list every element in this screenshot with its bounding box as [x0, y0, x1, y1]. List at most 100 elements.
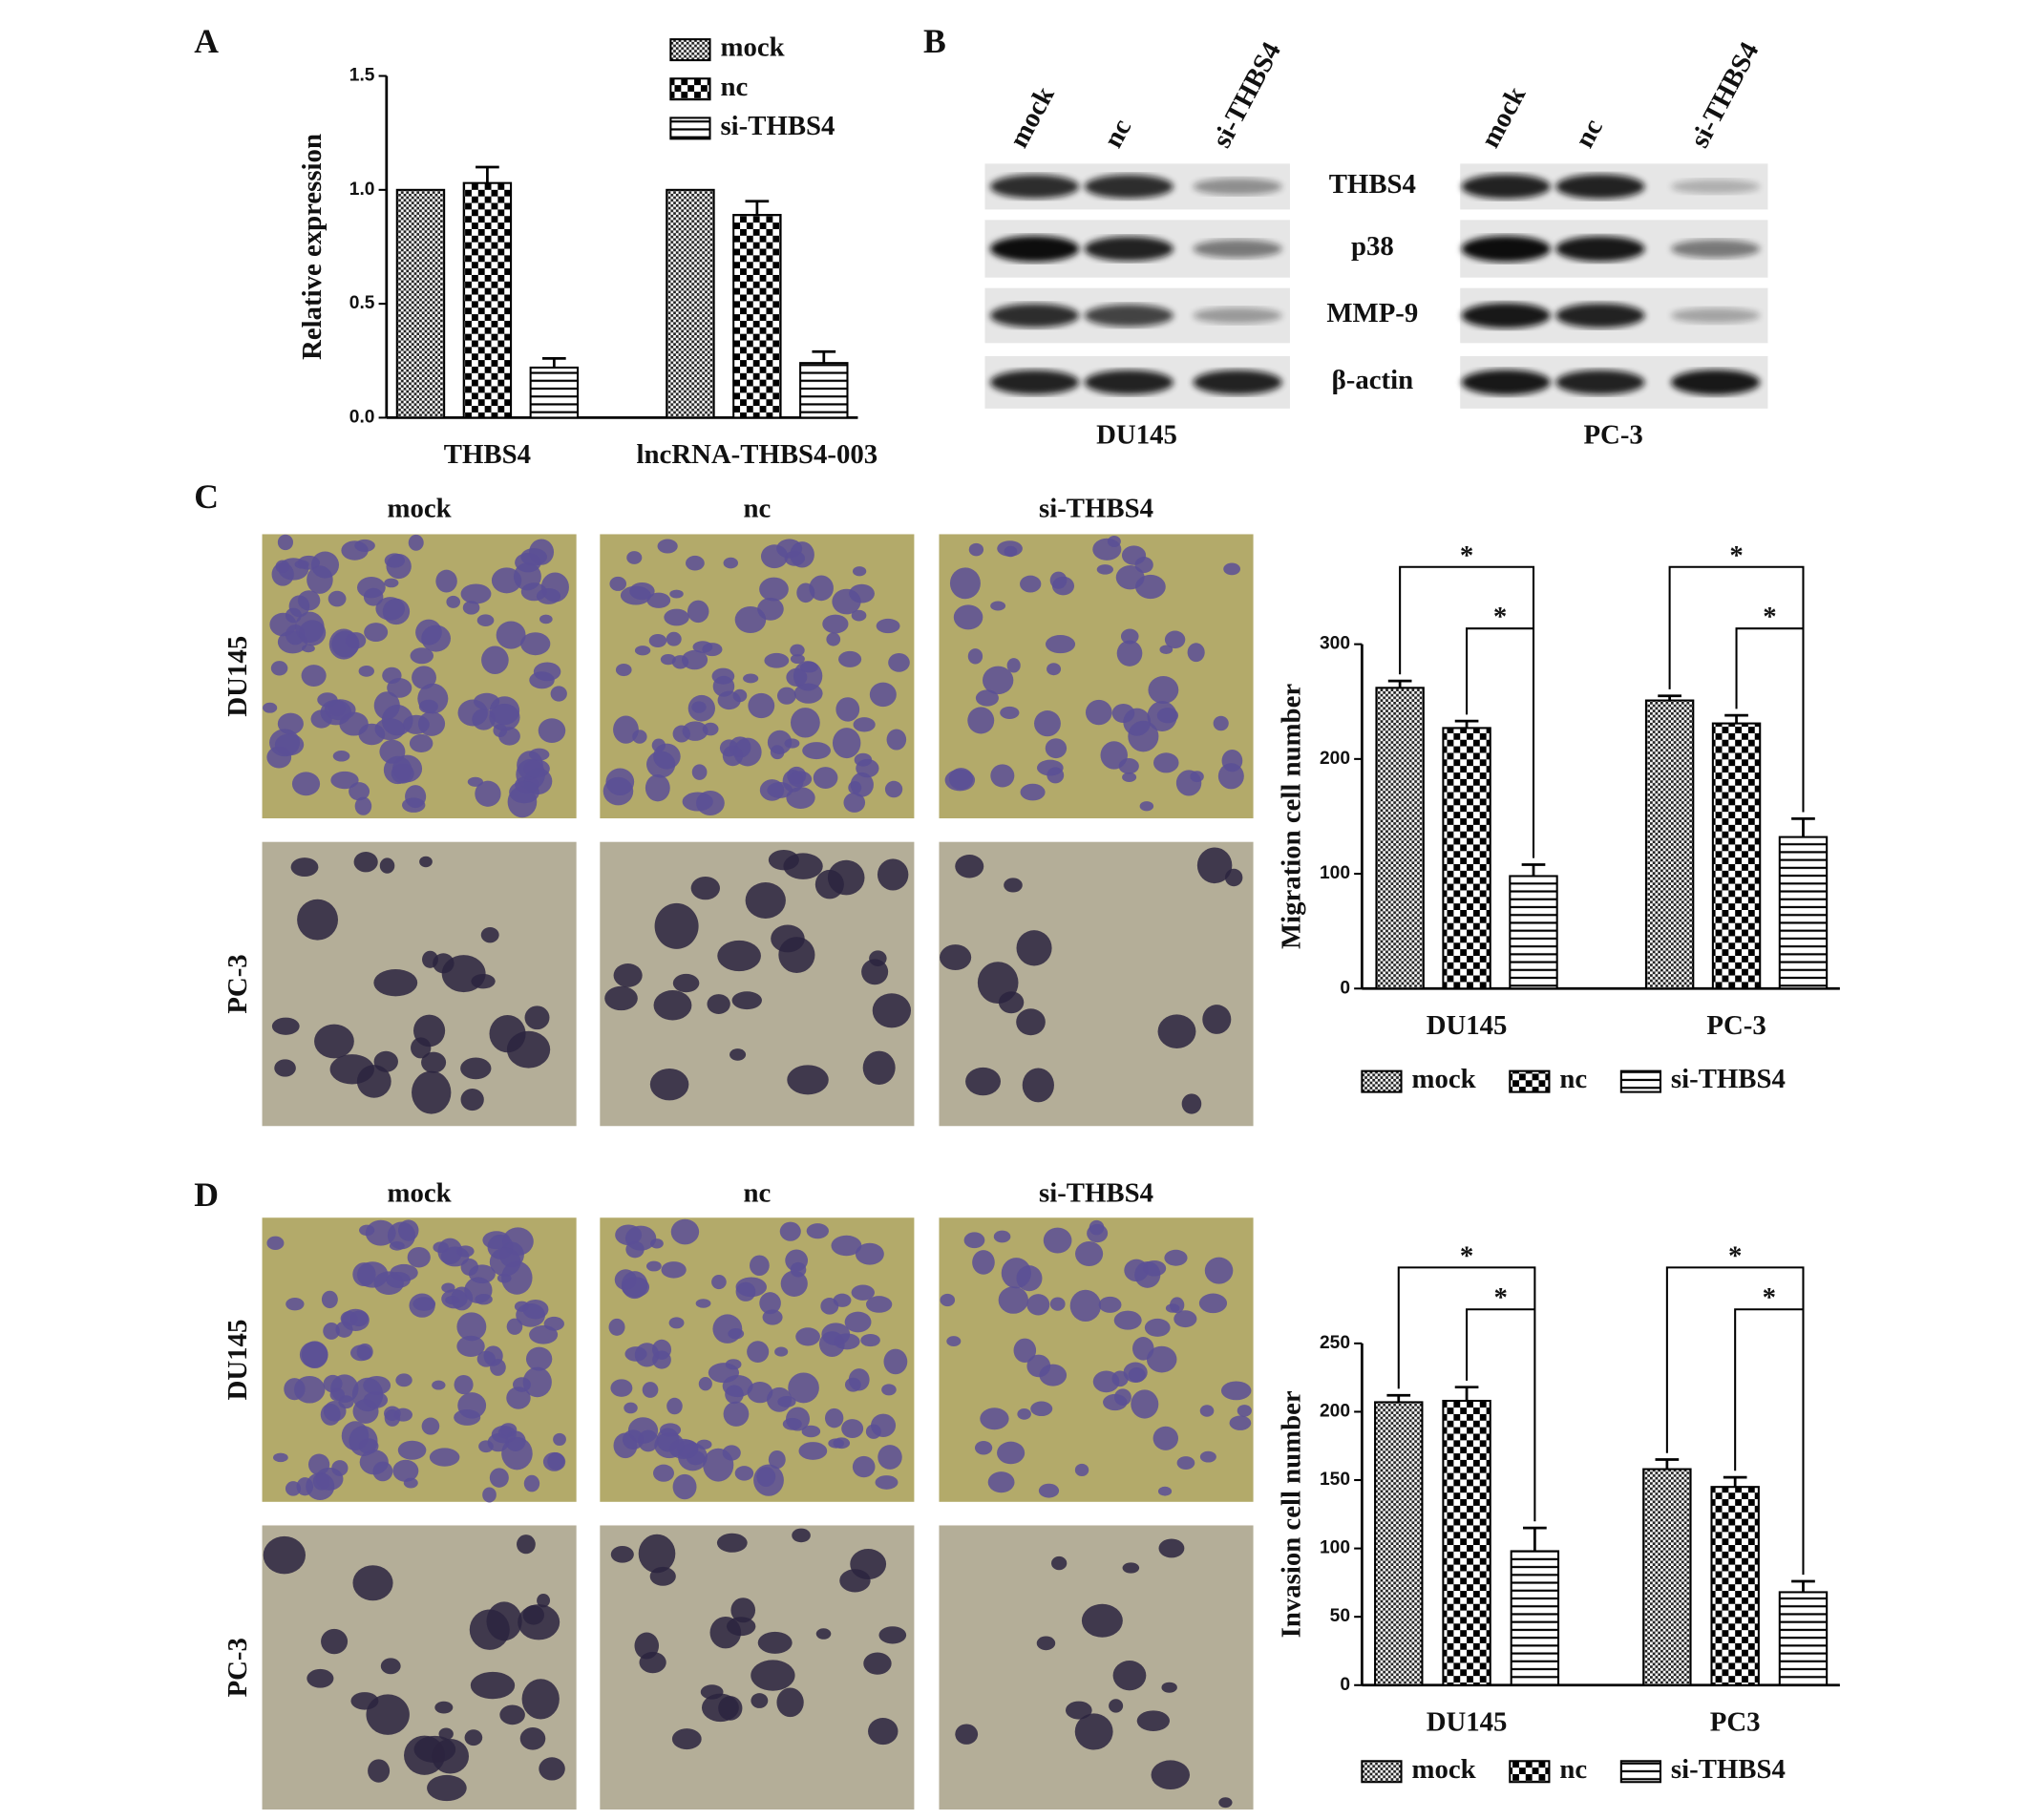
cell [489, 1014, 526, 1053]
cell [963, 1232, 985, 1249]
panel-label: D [194, 1175, 219, 1214]
cell [314, 1024, 354, 1059]
cell [634, 1632, 660, 1660]
cell [687, 694, 715, 722]
cell [523, 759, 550, 778]
cell [1107, 536, 1121, 548]
cell [878, 1445, 902, 1470]
cell [629, 582, 655, 601]
cell [1049, 571, 1068, 589]
cell [434, 1701, 454, 1714]
legend-label: si-THBS4 [1671, 1754, 1786, 1785]
panel-label: B [923, 22, 946, 60]
cell [824, 1407, 844, 1428]
error-bar [1454, 719, 1479, 729]
error-bar [1723, 1475, 1747, 1488]
y-axis-label: Migration cell number [1277, 684, 1307, 949]
cell [832, 728, 861, 759]
cell [759, 577, 789, 602]
cell [520, 632, 551, 656]
cell [764, 652, 790, 668]
cell [669, 589, 684, 599]
cell [472, 709, 496, 730]
cell [661, 1261, 687, 1279]
micrograph-bg [939, 1525, 1254, 1810]
cell [798, 1442, 828, 1460]
cell [433, 1241, 449, 1254]
blot-band [1193, 239, 1282, 259]
cell [668, 1317, 685, 1329]
y-tick-label: 250 [1320, 1333, 1350, 1353]
legend-label: nc [720, 72, 748, 102]
cell [865, 1296, 893, 1313]
cell [1020, 575, 1042, 593]
cell [759, 1292, 781, 1315]
cell [332, 751, 350, 762]
cell [365, 1219, 396, 1246]
cell [948, 768, 974, 791]
blot-band [1555, 174, 1645, 200]
cell [1199, 1405, 1215, 1417]
x-tick-label: DU145 [1427, 1707, 1508, 1738]
cell [456, 1335, 485, 1358]
cell [886, 729, 907, 751]
blot-band [989, 303, 1080, 328]
cell [445, 1296, 460, 1305]
cell [604, 985, 638, 1011]
cell [982, 666, 1014, 695]
cell [383, 755, 412, 785]
cell [1159, 645, 1174, 654]
bar [1644, 699, 1695, 990]
cell [1152, 1426, 1179, 1450]
legend-swatch [1619, 1069, 1661, 1093]
cell [839, 1569, 871, 1593]
cell [702, 722, 719, 736]
blot-band [1555, 370, 1645, 395]
significance-bracket [1399, 565, 1535, 858]
cell [734, 1466, 754, 1481]
cell [1202, 1005, 1232, 1034]
cell [403, 1477, 418, 1489]
blot-band [1461, 235, 1551, 263]
cell [975, 689, 999, 707]
cell [1122, 772, 1137, 782]
cell [1016, 1265, 1043, 1292]
cell [657, 539, 678, 554]
cell [949, 567, 981, 600]
cell [331, 1460, 349, 1476]
error-bar [1521, 863, 1546, 877]
cell [860, 1333, 880, 1347]
cell [664, 608, 689, 626]
cell [875, 1475, 899, 1490]
cell [666, 1397, 683, 1415]
cell [1128, 1367, 1146, 1383]
micrograph [262, 1217, 577, 1503]
cell [506, 1318, 523, 1335]
column-label: si-THBS4 [1039, 1178, 1153, 1209]
cell [751, 1693, 769, 1708]
cell [1069, 1289, 1102, 1323]
column-label: si-THBS4 [1039, 493, 1153, 523]
cell [475, 780, 501, 807]
cell [539, 1757, 565, 1781]
cell [1128, 720, 1159, 752]
blot-band [1193, 178, 1282, 196]
cell [1013, 1338, 1037, 1363]
cell [1113, 1388, 1131, 1407]
cell [883, 1348, 908, 1375]
cell [1111, 1370, 1129, 1387]
bar [666, 188, 715, 419]
cell [1034, 710, 1061, 737]
cell [877, 858, 909, 891]
cell [307, 1668, 334, 1688]
significance-bracket [1397, 1266, 1536, 1522]
bar [462, 181, 513, 419]
cell [1074, 1463, 1089, 1477]
cell [506, 1386, 531, 1409]
bar [1375, 687, 1425, 990]
micrograph [939, 841, 1254, 1127]
cell [285, 1481, 302, 1496]
cell [835, 697, 860, 722]
cell [717, 940, 761, 972]
cell [356, 1343, 373, 1361]
